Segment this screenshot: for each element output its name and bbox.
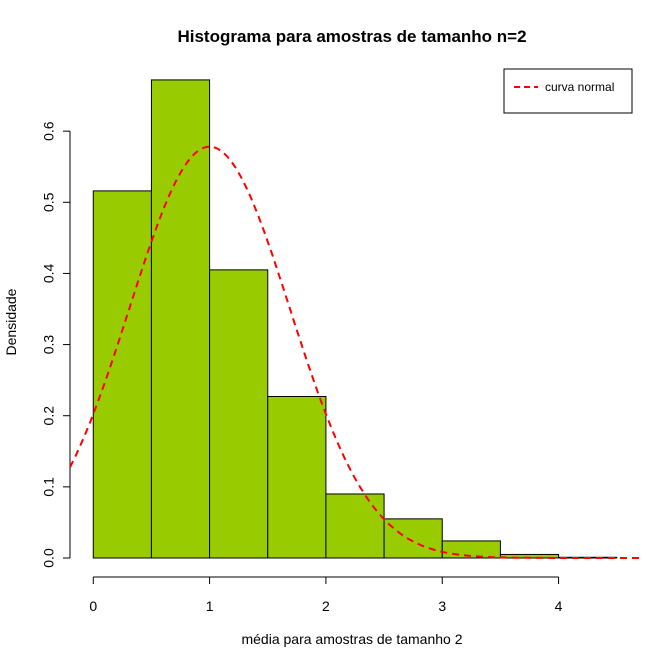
x-tick-label: 0 bbox=[89, 598, 97, 614]
x-tick-label: 2 bbox=[322, 598, 330, 614]
x-tick-label: 4 bbox=[555, 598, 563, 614]
legend-box bbox=[503, 68, 633, 114]
y-tick-label: 0.5 bbox=[41, 192, 57, 212]
histogram-bar bbox=[92, 190, 152, 559]
normal-curve bbox=[69, 145, 640, 559]
x-axis-label: média para amostras de tamanho 2 bbox=[241, 631, 462, 647]
histogram-bar bbox=[383, 518, 443, 559]
normal-curve-layer bbox=[69, 145, 640, 559]
y-tick-label: 0.4 bbox=[41, 263, 57, 283]
y-tick-label: 0.3 bbox=[41, 335, 57, 355]
y-axis: 0.0 0.1 0.2 0.3 0.4 0.5 0.6 bbox=[41, 121, 71, 568]
histogram-bar bbox=[209, 269, 269, 559]
histogram-bar bbox=[441, 540, 501, 559]
y-tick-label: 0.6 bbox=[41, 121, 57, 141]
legend: curva normal bbox=[503, 68, 633, 114]
y-tick-label: 0.0 bbox=[41, 548, 57, 568]
histogram-bar bbox=[267, 396, 327, 559]
legend-normal-curve-label: curva normal bbox=[545, 80, 614, 94]
x-tick-label: 1 bbox=[206, 598, 214, 614]
chart-title: Histograma para amostras de tamanho n=2 bbox=[177, 27, 526, 46]
histogram-bar bbox=[325, 493, 385, 559]
histogram-bar bbox=[150, 79, 211, 559]
y-tick-label: 0.2 bbox=[41, 406, 57, 426]
y-axis-label: Densidade bbox=[3, 288, 19, 355]
x-tick-label: 3 bbox=[438, 598, 446, 614]
y-tick-label: 0.1 bbox=[41, 477, 57, 497]
x-axis: 0 1 2 3 4 bbox=[89, 576, 563, 614]
histogram-bars bbox=[92, 79, 618, 559]
